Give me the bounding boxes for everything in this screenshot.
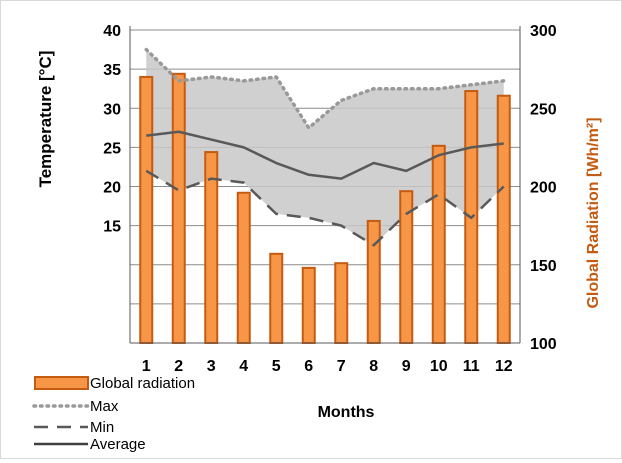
bar-month-1 xyxy=(139,75,154,344)
left-axis-label: Temperature [°C] xyxy=(36,51,55,188)
right-tick-labels: 100 150 200 250 300 xyxy=(530,23,557,353)
x-tick-label: 10 xyxy=(430,358,448,375)
x-tick-labels: 1 2 3 4 5 6 7 8 9 10 11 12 xyxy=(142,358,513,375)
radiation-bars xyxy=(139,72,511,345)
legend-swatch-bar xyxy=(34,376,89,390)
temperature-lines xyxy=(144,47,506,247)
average-line xyxy=(146,130,504,180)
legend-label-global-radiation: Global radiation xyxy=(90,375,195,392)
x-tick-label: 3 xyxy=(207,358,216,375)
bar-month-2 xyxy=(171,72,186,344)
bar-month-5 xyxy=(269,252,284,344)
right-tick-label: 100 xyxy=(530,336,557,353)
left-tick-label: 20 xyxy=(103,180,121,197)
x-tick-label: 9 xyxy=(402,358,411,375)
x-axis-label: Months xyxy=(318,404,375,421)
left-tick-label: 15 xyxy=(103,219,121,236)
x-tick-label: 4 xyxy=(239,358,248,375)
x-tick-label: 6 xyxy=(304,358,313,375)
max-line xyxy=(144,47,506,130)
x-tick-label: 8 xyxy=(369,358,378,375)
bar-month-7 xyxy=(334,262,349,344)
bar-month-12 xyxy=(496,94,511,345)
legend-label-max: Max xyxy=(90,398,119,415)
legend-label-min: Min xyxy=(90,419,114,436)
x-tick-label: 1 xyxy=(142,358,151,375)
x-tick-label: 7 xyxy=(337,358,346,375)
right-tick-label: 200 xyxy=(530,180,557,197)
left-tick-label: 25 xyxy=(103,140,121,157)
bar-month-10 xyxy=(431,144,446,344)
left-tick-label: 40 xyxy=(103,23,121,40)
left-tick-label: 35 xyxy=(103,62,121,79)
min-max-band xyxy=(146,49,504,246)
legend-item-max: Max xyxy=(32,398,119,415)
bar-month-4 xyxy=(236,191,251,344)
bar-month-6 xyxy=(301,266,316,345)
axes xyxy=(129,26,521,344)
right-tick-label: 300 xyxy=(530,23,557,40)
x-tick-label: 12 xyxy=(495,358,513,375)
legend: Global radiation Max Min Average xyxy=(32,375,195,453)
right-tick-label: 150 xyxy=(530,258,557,275)
legend-item-average: Average xyxy=(34,436,146,453)
left-tick-label: 30 xyxy=(103,101,121,118)
x-tick-label: 5 xyxy=(272,358,281,375)
x-tick-label: 2 xyxy=(174,358,183,375)
band-area xyxy=(146,49,504,246)
bar-month-3 xyxy=(204,151,219,344)
right-axis-label: Global Radiation [Wh/m²] xyxy=(585,117,602,308)
legend-item-min: Min xyxy=(34,419,114,436)
right-tick-label: 250 xyxy=(530,101,557,118)
legend-item-global-radiation: Global radiation xyxy=(34,375,195,392)
x-tick-label: 11 xyxy=(463,358,480,375)
left-tick-labels: 15 20 25 30 35 40 xyxy=(103,23,121,236)
legend-label-average: Average xyxy=(90,436,146,453)
bar-month-8 xyxy=(366,219,381,344)
